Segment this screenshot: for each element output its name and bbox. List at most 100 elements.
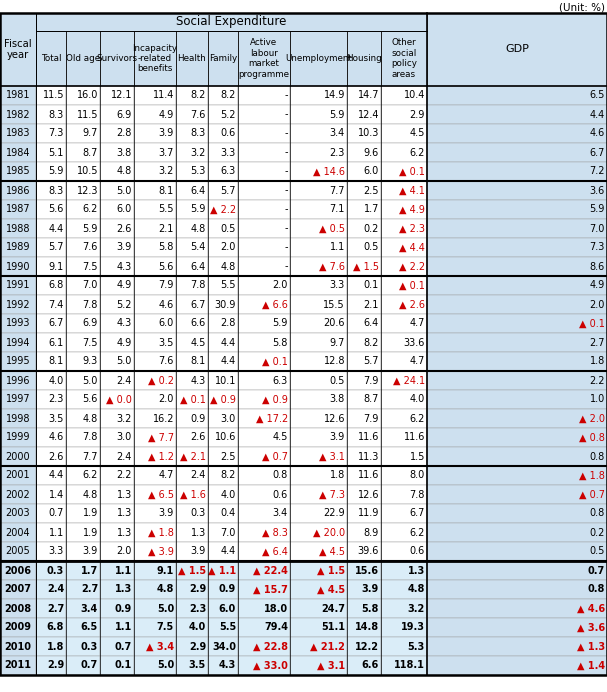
Text: 5.5: 5.5 (158, 205, 174, 215)
Bar (238, 162, 290, 181)
Bar (134, 485, 176, 504)
Text: 4.9: 4.9 (117, 280, 132, 291)
Text: 1.0: 1.0 (590, 394, 605, 405)
Text: 2000: 2000 (5, 451, 30, 462)
Bar (0, 86, 36, 105)
Text: 6.7: 6.7 (589, 147, 605, 158)
Bar (347, 352, 381, 371)
Bar (66, 333, 100, 352)
Text: 5.9: 5.9 (330, 109, 345, 120)
Text: 10.1: 10.1 (215, 376, 236, 385)
Bar (347, 542, 381, 561)
Text: 4.4: 4.4 (590, 109, 605, 120)
Text: 3.0: 3.0 (221, 414, 236, 424)
Bar (427, 466, 607, 485)
Text: 0.3: 0.3 (191, 509, 206, 518)
Text: 9.1: 9.1 (157, 565, 174, 576)
Text: 5.0: 5.0 (157, 660, 174, 671)
Text: 5.8: 5.8 (362, 603, 379, 614)
Bar (427, 86, 607, 105)
Text: 6.1: 6.1 (49, 338, 64, 347)
Text: 4.0: 4.0 (410, 394, 425, 405)
Bar (208, 466, 238, 485)
Text: 9.1: 9.1 (49, 262, 64, 271)
Bar (381, 352, 427, 371)
Bar (381, 31, 427, 86)
Bar (208, 219, 238, 238)
Text: 0.4: 0.4 (221, 509, 236, 518)
Bar (208, 637, 238, 656)
Text: 3.8: 3.8 (330, 394, 345, 405)
Bar (427, 428, 607, 447)
Bar (290, 580, 347, 599)
Bar (208, 295, 238, 314)
Text: ▲ 0.0: ▲ 0.0 (106, 394, 132, 405)
Bar (176, 295, 208, 314)
Text: ▲ 1.5: ▲ 1.5 (353, 262, 379, 271)
Text: 2005: 2005 (5, 547, 30, 556)
Bar (66, 466, 100, 485)
Bar (0, 257, 36, 276)
Text: 2.9: 2.9 (189, 585, 206, 594)
Text: 5.9: 5.9 (589, 205, 605, 215)
Bar (134, 352, 176, 371)
Text: ▲ 0.8: ▲ 0.8 (579, 432, 605, 442)
Text: 1986: 1986 (5, 185, 30, 196)
Text: ▲ 3.4: ▲ 3.4 (146, 641, 174, 651)
Text: 4.0: 4.0 (221, 489, 236, 500)
Bar (238, 599, 290, 618)
Bar (208, 352, 238, 371)
Text: ▲ 2.6: ▲ 2.6 (399, 300, 425, 309)
Bar (100, 86, 134, 105)
Text: 7.9: 7.9 (364, 414, 379, 424)
Bar (176, 447, 208, 466)
Text: ▲ 6.5: ▲ 6.5 (148, 489, 174, 500)
Bar (100, 580, 134, 599)
Bar (176, 542, 208, 561)
Text: 1.1: 1.1 (49, 527, 64, 538)
Text: ▲ 2.1: ▲ 2.1 (180, 451, 206, 462)
Text: 3.3: 3.3 (330, 280, 345, 291)
Text: 1.4: 1.4 (49, 489, 64, 500)
Text: 0.7: 0.7 (588, 565, 605, 576)
Bar (347, 200, 381, 219)
Bar (238, 637, 290, 656)
Bar (238, 580, 290, 599)
Text: Family: Family (209, 54, 237, 63)
Bar (427, 143, 607, 162)
Bar (290, 314, 347, 333)
Bar (176, 466, 208, 485)
Text: 5.9: 5.9 (49, 167, 64, 176)
Text: 5.9: 5.9 (273, 318, 288, 329)
Text: 4.0: 4.0 (189, 623, 206, 632)
Bar (134, 314, 176, 333)
Text: ▲ 1.8: ▲ 1.8 (579, 471, 605, 480)
Bar (427, 276, 607, 295)
Text: Incapacity
-related
benefits: Incapacity -related benefits (132, 44, 177, 73)
Bar (36, 124, 66, 143)
Text: 7.5: 7.5 (83, 262, 98, 271)
Text: 3.4: 3.4 (81, 603, 98, 614)
Bar (100, 333, 134, 352)
Bar (290, 428, 347, 447)
Text: Survivors: Survivors (97, 54, 138, 63)
Text: 11.6: 11.6 (358, 471, 379, 480)
Text: 6.8: 6.8 (47, 623, 64, 632)
Text: 8.7: 8.7 (83, 147, 98, 158)
Bar (66, 181, 100, 200)
Text: 8.1: 8.1 (49, 356, 64, 367)
Bar (238, 219, 290, 238)
Text: 12.8: 12.8 (324, 356, 345, 367)
Bar (427, 219, 607, 238)
Text: ▲ 3.1: ▲ 3.1 (319, 451, 345, 462)
Text: 2008: 2008 (4, 603, 32, 614)
Text: 11.5: 11.5 (76, 109, 98, 120)
Text: 4.8: 4.8 (117, 167, 132, 176)
Bar (134, 618, 176, 637)
Text: 7.9: 7.9 (364, 376, 379, 385)
Text: 2010: 2010 (4, 641, 32, 651)
Text: 12.3: 12.3 (76, 185, 98, 196)
Text: 6.7: 6.7 (191, 300, 206, 309)
Text: 1994: 1994 (5, 338, 30, 347)
Text: 3.9: 3.9 (330, 432, 345, 442)
